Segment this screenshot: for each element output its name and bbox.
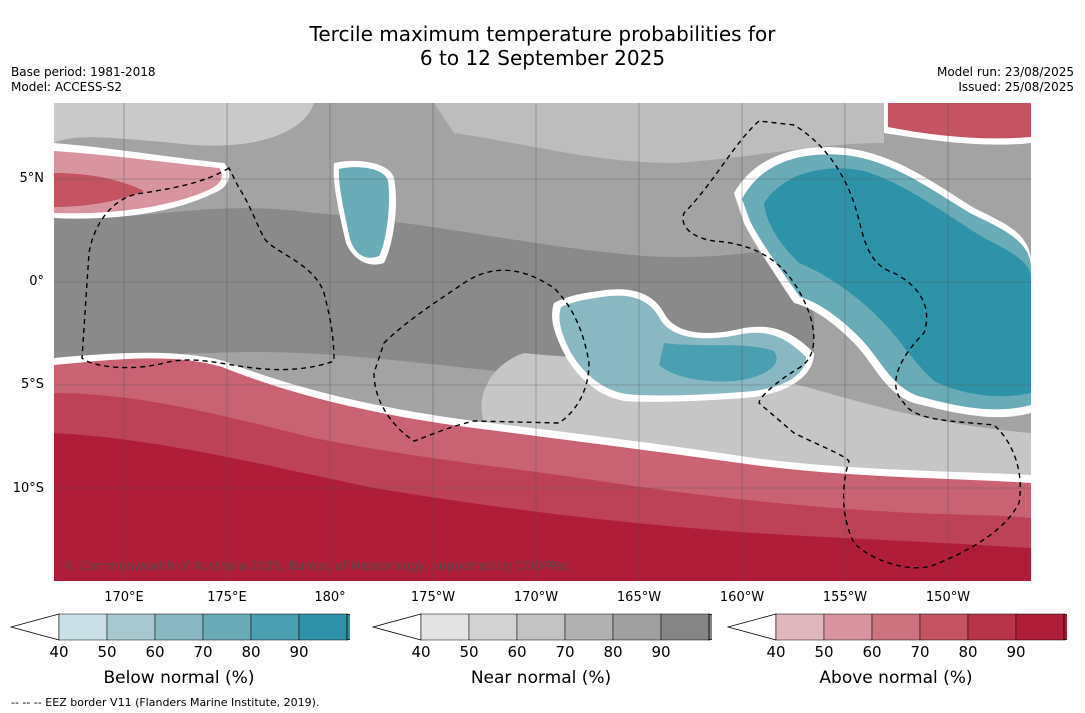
- colorbar-min-extend: [727, 613, 777, 641]
- colorbar-segment: [420, 613, 470, 641]
- lon-label-150w: 150°W: [925, 590, 971, 605]
- below-normal-north: [338, 167, 389, 258]
- cb-above-tick: 50: [814, 643, 834, 661]
- near-normal-low-zone-nw: [54, 103, 314, 146]
- colorbar-near-title: Near normal (%): [470, 668, 612, 688]
- cb-below-tick: 60: [145, 643, 165, 661]
- eez-border-central: [373, 269, 590, 442]
- colorbar-segment: [823, 613, 873, 641]
- colorbar-segment: [775, 613, 825, 641]
- above-normal-ne: [888, 103, 1031, 139]
- cb-above-tick: 40: [766, 643, 786, 661]
- above-normal-nw-core: [54, 173, 144, 207]
- lat-label-5s: 5°S: [20, 377, 44, 392]
- lon-label-175w: 175°W: [410, 590, 456, 605]
- cb-below-tick: 90: [289, 643, 309, 661]
- colorbar-min-extend: [10, 613, 60, 641]
- colorbar-segment: [250, 613, 300, 641]
- copyright-notice: © Commonwealth of Australia 2025, Bureau…: [64, 559, 570, 573]
- colorbar-below-normal: [10, 613, 350, 641]
- colorbar-segment: [58, 613, 108, 641]
- colorbar-below-title: Below normal (%): [103, 668, 255, 688]
- map-title: Tercile maximum temperature probabilitie…: [0, 22, 1085, 70]
- cb-below-tick: 40: [49, 643, 69, 661]
- colorbar-segment: [154, 613, 204, 641]
- lon-label-175e: 175°E: [207, 590, 247, 605]
- eez-border-east: [682, 120, 1021, 569]
- colorbar-segment: [612, 613, 662, 641]
- cb-above-tick: 80: [958, 643, 978, 661]
- colorbar-segment: [919, 613, 969, 641]
- lon-label-160w: 160°W: [719, 590, 765, 605]
- colorbar-segment: [967, 613, 1017, 641]
- cb-below-tick: 50: [97, 643, 117, 661]
- colorbar-segment: [468, 613, 518, 641]
- model-name: Model: ACCESS-S2: [11, 80, 123, 94]
- colorbar-min-extend: [372, 613, 422, 641]
- cb-near-tick: 70: [555, 643, 575, 661]
- cb-above-tick: 60: [862, 643, 882, 661]
- lon-label-170e: 170°E: [104, 590, 144, 605]
- colorbar-segment: [871, 613, 921, 641]
- colorbar-segment: [106, 613, 156, 641]
- eez-borders: [81, 120, 1021, 569]
- cb-near-tick: 40: [411, 643, 431, 661]
- eez-footnote: -- -- -- EEZ border V11 (Flanders Marine…: [11, 696, 320, 709]
- cb-near-tick: 60: [507, 643, 527, 661]
- cb-near-tick: 90: [651, 643, 671, 661]
- colorbar-segment: [660, 613, 710, 641]
- meta-left: Base period: 1981-2018 Model: ACCESS-S2: [11, 65, 156, 95]
- cb-below-tick: 70: [193, 643, 213, 661]
- colorbar-max-extend: [708, 613, 712, 641]
- above-normal-south-core: [54, 433, 1031, 581]
- lat-label-10s: 10°S: [12, 481, 44, 496]
- title-line-1: Tercile maximum temperature probabilitie…: [309, 22, 776, 46]
- colorbar-above-normal: [727, 613, 1067, 641]
- cb-near-tick: 80: [603, 643, 623, 661]
- colorbar-near-normal: [372, 613, 712, 641]
- colorbar-above-title: Above normal (%): [819, 668, 973, 688]
- meta-right: Model run: 23/08/2025 Issued: 25/08/2025: [937, 65, 1074, 95]
- lat-label-0: 0°: [29, 274, 44, 289]
- cb-near-tick: 50: [459, 643, 479, 661]
- colorbar-max-extend: [346, 613, 350, 641]
- near-normal-low-zone-north: [434, 103, 884, 163]
- colorbar-segment: [564, 613, 614, 641]
- map-canvas: [54, 103, 1032, 581]
- graticule: [54, 103, 1031, 581]
- colorbar-segment: [1015, 613, 1065, 641]
- colorbar-max-extend: [1063, 613, 1067, 641]
- model-run: Model run: 23/08/2025: [936, 65, 1074, 79]
- lon-label-165w: 165°W: [616, 590, 662, 605]
- colorbar-segment: [298, 613, 348, 641]
- probability-map: [54, 103, 1032, 581]
- lon-label-155w: 155°W: [822, 590, 868, 605]
- cb-below-tick: 80: [241, 643, 261, 661]
- cb-above-tick: 70: [910, 643, 930, 661]
- lon-label-180: 180°: [314, 590, 346, 605]
- colorbar-segment: [516, 613, 566, 641]
- cb-above-tick: 90: [1006, 643, 1026, 661]
- eez-border-west: [81, 167, 335, 371]
- lon-label-170w: 170°W: [513, 590, 559, 605]
- lat-label-5n: 5°N: [19, 171, 45, 186]
- title-line-2: 6 to 12 September 2025: [419, 46, 666, 70]
- base-period: Base period: 1981-2018: [11, 65, 156, 79]
- below-normal-central-core: [659, 343, 777, 382]
- colorbar-segment: [202, 613, 252, 641]
- issued-date: Issued: 25/08/2025: [958, 80, 1074, 94]
